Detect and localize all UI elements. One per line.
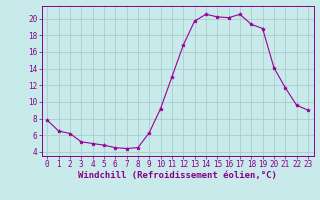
X-axis label: Windchill (Refroidissement éolien,°C): Windchill (Refroidissement éolien,°C) bbox=[78, 171, 277, 180]
